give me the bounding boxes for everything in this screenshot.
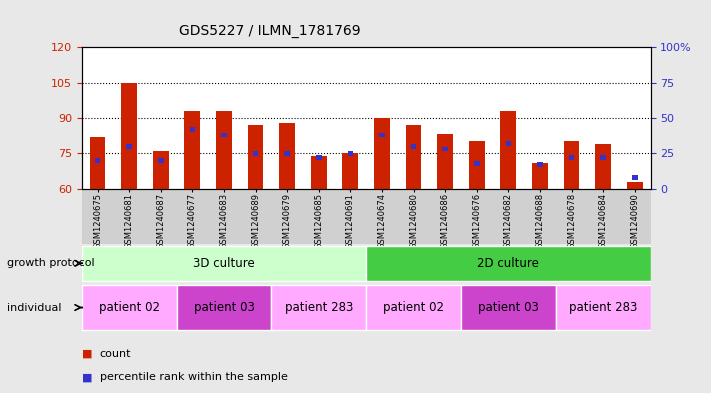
Text: GDS5227 / ILMN_1781769: GDS5227 / ILMN_1781769	[179, 24, 361, 38]
Text: patient 283: patient 283	[284, 301, 353, 314]
FancyBboxPatch shape	[272, 285, 366, 330]
Bar	[632, 175, 638, 180]
Bar	[95, 158, 100, 163]
Bar	[348, 151, 353, 156]
Bar	[627, 182, 643, 189]
Bar	[279, 123, 295, 189]
Bar	[506, 141, 511, 146]
Bar	[469, 141, 485, 189]
Bar	[316, 155, 321, 160]
Bar	[437, 134, 453, 189]
FancyBboxPatch shape	[461, 285, 556, 330]
Bar	[564, 141, 579, 189]
Bar	[538, 162, 542, 167]
Bar	[595, 144, 611, 189]
Bar	[253, 151, 258, 156]
Bar	[190, 127, 195, 132]
Bar	[374, 118, 390, 189]
Text: count: count	[100, 349, 131, 359]
Bar	[311, 156, 326, 189]
FancyBboxPatch shape	[82, 246, 366, 281]
Bar	[442, 147, 448, 151]
Bar	[532, 163, 548, 189]
Bar	[406, 125, 422, 189]
Bar	[379, 132, 385, 137]
Text: 2D culture: 2D culture	[477, 257, 540, 270]
Bar	[122, 83, 137, 189]
Bar	[411, 144, 417, 149]
Bar	[90, 137, 105, 189]
Text: growth protocol: growth protocol	[7, 258, 95, 268]
Text: ■: ■	[82, 372, 92, 382]
Text: patient 02: patient 02	[99, 301, 160, 314]
Text: patient 283: patient 283	[569, 301, 637, 314]
Bar	[158, 158, 164, 163]
Bar	[284, 151, 290, 156]
Text: patient 03: patient 03	[193, 301, 255, 314]
Bar	[343, 153, 358, 189]
FancyBboxPatch shape	[366, 285, 461, 330]
Bar	[247, 125, 264, 189]
FancyBboxPatch shape	[366, 246, 651, 281]
Bar	[221, 132, 227, 137]
Text: patient 03: patient 03	[478, 301, 539, 314]
Bar	[216, 111, 232, 189]
Text: percentile rank within the sample: percentile rank within the sample	[100, 372, 287, 382]
Text: patient 02: patient 02	[383, 301, 444, 314]
Bar	[153, 151, 169, 189]
Bar	[600, 155, 606, 160]
Bar	[184, 111, 201, 189]
Bar	[569, 155, 574, 160]
Text: 3D culture: 3D culture	[193, 257, 255, 270]
FancyBboxPatch shape	[82, 285, 176, 330]
Bar	[474, 161, 479, 165]
Bar	[127, 144, 132, 149]
Text: ■: ■	[82, 349, 92, 359]
FancyBboxPatch shape	[176, 285, 272, 330]
Text: individual: individual	[7, 303, 62, 312]
Bar	[501, 111, 516, 189]
FancyBboxPatch shape	[556, 285, 651, 330]
